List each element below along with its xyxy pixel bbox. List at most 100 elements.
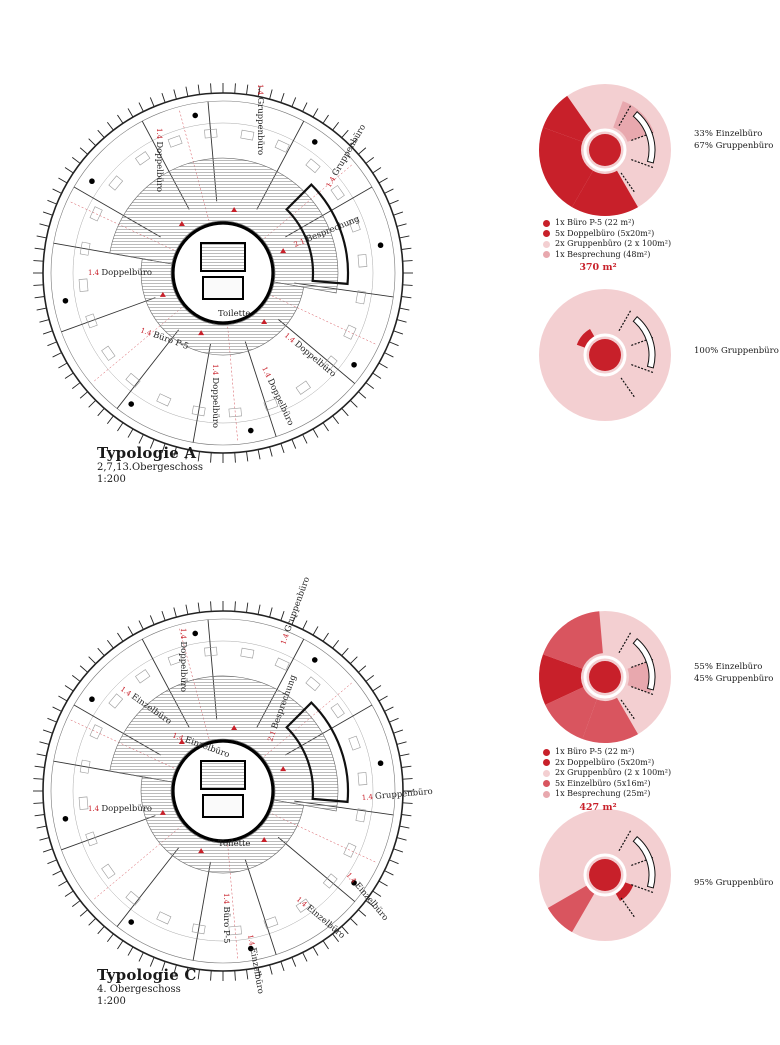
room-label-prefix: 1.4 xyxy=(211,364,219,377)
toilet-room xyxy=(202,276,244,300)
facade-spike xyxy=(149,97,155,107)
facade-spike xyxy=(349,656,358,665)
facade-outer-ring xyxy=(42,610,404,972)
facade-spike xyxy=(97,129,105,138)
desk xyxy=(204,646,218,657)
facade-spike xyxy=(378,880,388,887)
column xyxy=(311,139,318,145)
facade-spike xyxy=(47,199,57,205)
wall-tick xyxy=(631,159,655,169)
facade-spike xyxy=(234,83,236,94)
facade-spike xyxy=(402,284,413,286)
desk xyxy=(305,676,321,692)
facade-spike xyxy=(47,717,57,723)
room-label: 1.4 Gruppenbüro xyxy=(255,84,265,155)
facade-spike xyxy=(52,870,62,876)
facade-spike xyxy=(210,83,212,94)
facade-spike xyxy=(58,177,68,184)
facade-spike xyxy=(389,199,399,205)
legend-dot-icon xyxy=(543,230,550,238)
legend-row: 5x Einzelbüro (5x16m²) xyxy=(543,779,671,790)
typology-a-caption: Typologie A 2,7,13.Obergeschoss 1:200 xyxy=(97,446,203,485)
facade-spike xyxy=(161,961,166,972)
room-label-text: Doppelbüro xyxy=(154,141,164,192)
facade-spike xyxy=(402,778,413,780)
facade-spike xyxy=(234,970,236,981)
partition-wall xyxy=(277,318,356,384)
room-label-prefix: 1.4 xyxy=(256,84,264,97)
facade-spike xyxy=(39,741,50,745)
room-segment xyxy=(547,885,595,933)
facade-spike xyxy=(341,647,349,656)
room-segment xyxy=(572,170,638,216)
facade-spike xyxy=(97,647,105,656)
desk xyxy=(343,324,357,340)
facade-spike xyxy=(322,114,329,124)
typology-a-diagram-top xyxy=(539,84,671,216)
facade-spike xyxy=(149,957,155,967)
facade-spike xyxy=(34,765,45,768)
facade-spike xyxy=(97,926,105,935)
facade-spike xyxy=(332,933,340,943)
room-label-text: Einzelbüro xyxy=(352,881,390,923)
facade-inner-ring xyxy=(50,100,396,446)
facade-spike xyxy=(332,639,340,649)
facade-spike xyxy=(47,341,57,347)
facade-spike xyxy=(88,917,97,926)
facade-spike xyxy=(161,610,166,621)
desk xyxy=(79,241,91,256)
desk xyxy=(263,398,279,411)
facade-spike xyxy=(210,452,212,463)
facade-spike xyxy=(173,964,177,975)
facade-spike xyxy=(302,620,308,630)
facade-spike xyxy=(185,86,189,97)
facade-spike xyxy=(64,167,74,174)
facade-spike xyxy=(280,443,285,454)
core-wall xyxy=(171,739,275,843)
room-segment xyxy=(539,654,584,705)
desk xyxy=(135,151,151,166)
desk xyxy=(156,393,172,407)
facade-spike xyxy=(384,706,394,712)
facade-spike xyxy=(341,129,349,138)
door-arrow-icon xyxy=(280,248,287,254)
facade-spike xyxy=(149,615,155,625)
desk xyxy=(305,158,321,174)
legend-row: 1x Büro P-5 (22 m²) xyxy=(543,218,671,229)
wall-tick xyxy=(618,104,632,127)
facade-spike xyxy=(302,434,308,444)
room-label-text: Doppelbüro xyxy=(178,641,188,692)
room-label-prefix: 1.4 xyxy=(155,128,163,141)
door-arrow-icon xyxy=(231,724,238,730)
facade-spike xyxy=(39,837,50,841)
desk xyxy=(125,890,141,906)
facade-spike xyxy=(269,89,273,100)
legend-dot-icon xyxy=(543,219,550,227)
legend-row: 2x Gruppenbüro (2 x 100m²) xyxy=(543,768,671,779)
core-dot xyxy=(589,339,621,371)
facade-spike xyxy=(127,946,134,956)
desk xyxy=(263,916,279,929)
facade-spike xyxy=(106,639,114,649)
staircase-block xyxy=(285,183,350,286)
facade-spike xyxy=(58,695,68,702)
typology-c-diagram-bottom xyxy=(539,809,671,941)
desk xyxy=(343,842,357,858)
facade-spike xyxy=(401,296,412,299)
stair-marker xyxy=(632,835,656,889)
facade-spike xyxy=(322,422,329,432)
desk xyxy=(322,355,338,371)
desk xyxy=(85,313,98,329)
door-arrow-icon xyxy=(198,848,205,854)
facade-spike xyxy=(88,399,97,408)
share-line: 67% Gruppenbüro xyxy=(694,141,774,151)
door-arrow-icon xyxy=(178,220,185,226)
room-label: 1.4 Doppelbüro xyxy=(88,804,152,814)
facade-spike xyxy=(173,607,177,618)
legend-dot-icon xyxy=(543,790,550,798)
facade-spike xyxy=(42,330,53,335)
partition-wall xyxy=(244,341,277,437)
typology-a-diagram-bottom xyxy=(539,289,671,421)
facade-spike xyxy=(79,147,88,155)
room-label: 1.4 Einzelbüro xyxy=(245,934,265,995)
